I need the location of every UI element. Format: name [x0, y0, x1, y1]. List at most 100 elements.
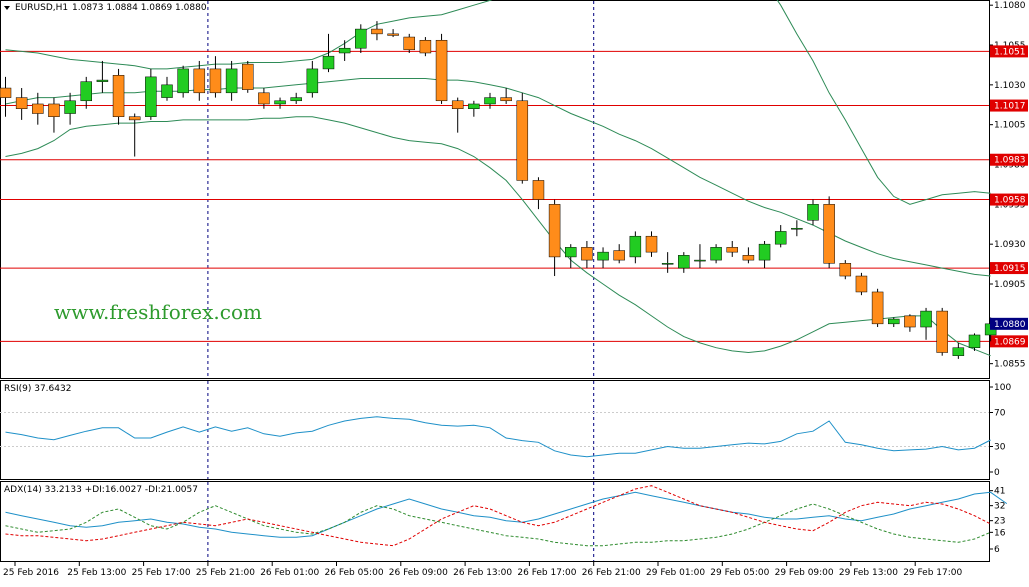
bear-candle: [242, 63, 254, 90]
time-tick-label: 29 Feb 13:00: [839, 568, 898, 578]
bear-candle: [0, 87, 12, 98]
bull-candle: [161, 84, 173, 98]
bull-candle: [629, 235, 642, 258]
rsi-tick-label: 30: [994, 443, 1006, 453]
bull-candle: [952, 347, 965, 356]
price-tick-label: 1.0855: [994, 360, 1026, 370]
level-price-label: 1.0983: [994, 156, 1026, 166]
bear-candle: [451, 100, 464, 109]
bear-candle: [532, 180, 545, 200]
time-tick-label: 25 Feb 21:00: [196, 568, 255, 578]
bear-candle: [419, 39, 432, 54]
bull-candle: [597, 251, 609, 261]
triangle-down-icon[interactable]: [4, 6, 10, 10]
time-axis: 25 Feb 2016 25 Feb 13:00 25 Feb 17:00 25 Fe…: [3, 562, 963, 578]
time-tick-label: 26 Feb 13:00: [453, 568, 512, 578]
rsi-panel-frame: [0, 380, 990, 480]
bull-candle: [807, 204, 819, 221]
bear-candle: [193, 68, 206, 94]
bear-candle: [15, 97, 28, 109]
plot-frames: [0, 0, 990, 562]
bear-candle: [613, 250, 625, 261]
level-price-label: 1.1017: [994, 102, 1026, 112]
adx-line: [5, 491, 1008, 538]
rsi-title: RSI(9) 37.6432: [4, 384, 71, 394]
price-tick-label: 1.1030: [994, 81, 1026, 91]
level-price-label: 1.0958: [994, 196, 1026, 206]
level-price-tag: [990, 335, 1028, 348]
bull-candle: [177, 68, 189, 94]
level-price-label: 1.0869: [994, 337, 1026, 347]
time-tick-label: 26 Feb 09:00: [389, 568, 448, 578]
plus-di-line: [5, 503, 991, 547]
time-tick-label: 29 Feb 01:00: [646, 568, 705, 578]
bear-candle: [855, 275, 868, 293]
bull-candle: [64, 100, 76, 114]
level-price-tag: [990, 45, 1028, 58]
bear-candle: [371, 28, 383, 35]
bull-candle: [96, 79, 109, 82]
bull-candle: [791, 227, 803, 230]
rsi-tick-label: 0: [994, 468, 1000, 478]
bull-candle: [274, 100, 286, 105]
bull-candle: [888, 318, 900, 325]
current-price-label: 1.0880: [994, 320, 1026, 330]
level-price-tag: [990, 262, 1028, 275]
bull-candle: [774, 231, 787, 245]
rsi-panel: 100 70 30 0: [0, 381, 1011, 479]
level-price-tag: [990, 99, 1028, 112]
bear-candle: [209, 68, 222, 94]
bull-candle: [694, 259, 706, 262]
time-tick-label: 26 Feb 17:00: [517, 568, 576, 578]
bollinger-lower-line: [5, 116, 991, 357]
adx-tick-label: 32: [994, 502, 1005, 512]
bear-candle: [904, 315, 916, 328]
watermark: www.freshforex.com: [54, 300, 262, 324]
bear-candle: [500, 97, 512, 102]
bear-candle: [32, 103, 44, 114]
time-tick-label: 25 Feb 13:00: [67, 568, 126, 578]
bull-candle: [484, 97, 496, 105]
minus-di-line: [5, 485, 991, 547]
bull-candle: [306, 68, 319, 94]
bear-candle: [48, 103, 60, 117]
bear-candle: [516, 100, 529, 181]
time-tick-label: 25 Feb 17:00: [132, 568, 191, 578]
bull-candle: [968, 334, 981, 348]
time-tick-label: 26 Feb 01:00: [260, 568, 319, 578]
bull-candle: [80, 81, 92, 102]
current-price-tag: [990, 317, 1028, 330]
level-price-label: 1.1051: [994, 47, 1026, 57]
level-price-label: 1.0915: [994, 264, 1026, 274]
bear-candle: [936, 310, 948, 353]
rsi-line: [5, 416, 991, 458]
time-tick-label: 29 Feb 05:00: [710, 568, 769, 578]
adx-tick-label: 6: [994, 545, 1000, 555]
bull-candle: [355, 28, 367, 49]
bull-candle: [920, 310, 932, 328]
bull-candle: [145, 76, 157, 117]
time-tick-label: 26 Feb 05:00: [325, 568, 384, 578]
bear-candle: [258, 92, 270, 105]
adx-tick-label: 41: [994, 487, 1005, 497]
bear-candle: [839, 263, 852, 277]
bear-candle: [387, 33, 399, 36]
price-tick-label: 1.0930: [994, 240, 1026, 250]
bull-candle: [758, 243, 771, 261]
bear-candle: [581, 247, 593, 261]
symbol-label: EURUSD,H1: [15, 3, 68, 13]
bull-candle: [678, 255, 690, 269]
bear-candle: [871, 291, 884, 325]
time-tick-label: 25 Feb 2016: [3, 568, 59, 578]
bull-candle: [710, 247, 722, 261]
level-price-tag: [990, 153, 1028, 166]
bull-candle: [661, 263, 674, 265]
bull-candle: [338, 47, 351, 54]
bull-candle: [468, 103, 480, 109]
bull-candle: [565, 247, 577, 258]
rsi-tick-label: 70: [994, 409, 1006, 419]
price-tick-label: 1.1005: [994, 121, 1026, 131]
bollinger-upper-line: [5, 0, 991, 205]
